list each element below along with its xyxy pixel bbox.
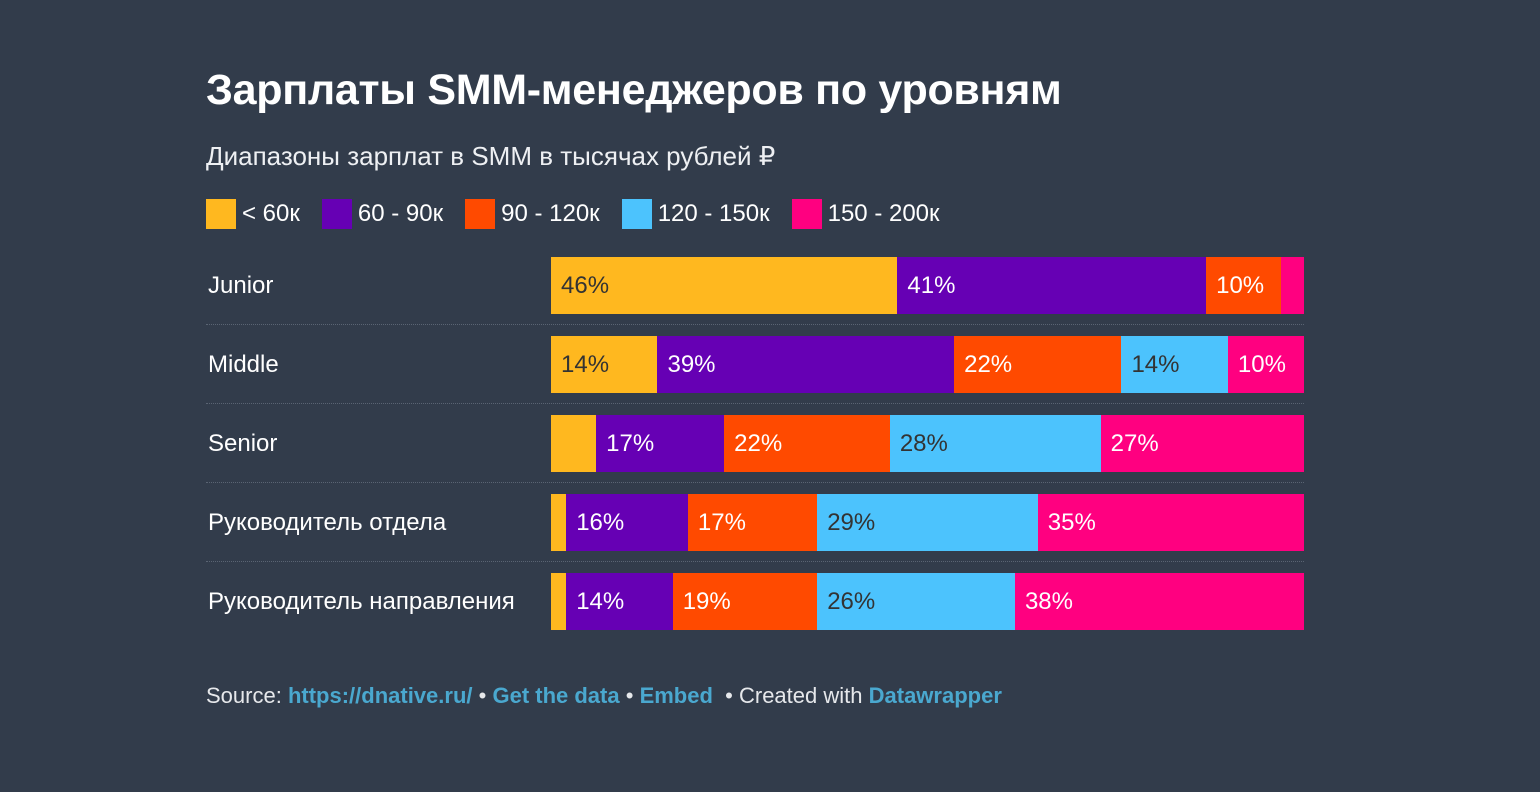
bar-row: Middle 14% 39% 22% 14% 10% bbox=[206, 336, 1304, 393]
bar-segment: 22% bbox=[954, 336, 1122, 393]
bar-segment: 29% bbox=[817, 494, 1038, 551]
bar-segment: 10% bbox=[1227, 336, 1304, 393]
bar-row: Senior 17% 22% 28% 27% bbox=[206, 415, 1304, 472]
legend-item: < 60к bbox=[206, 199, 300, 229]
legend-label: 60 - 90к bbox=[357, 200, 444, 227]
footer: Source: https://dnative.ru/ • Get the da… bbox=[206, 683, 1002, 709]
legend-swatch bbox=[791, 199, 822, 229]
legend-swatch bbox=[465, 199, 496, 229]
bar-segment: 14% bbox=[566, 573, 673, 630]
category-label: Руководитель направления bbox=[208, 588, 515, 615]
datawrapper-link[interactable]: Datawrapper bbox=[868, 683, 1002, 708]
stacked-bar: 14% 39% 22% 14% 10% bbox=[551, 336, 1304, 393]
bullet: • bbox=[725, 683, 733, 708]
bar-segment: 10% bbox=[1206, 257, 1282, 314]
stacked-bar: 17% 22% 28% 27% bbox=[551, 415, 1304, 472]
bar-row: Руководитель направления 14% 19% 26% 38% bbox=[206, 573, 1304, 630]
row-divider bbox=[206, 403, 1304, 404]
bar-segment: 35% bbox=[1037, 494, 1304, 551]
bar-segment: 38% bbox=[1014, 573, 1304, 630]
bar-segment: 39% bbox=[657, 336, 955, 393]
legend-swatch bbox=[321, 199, 352, 229]
bar-row: Junior 46% 41% 10% bbox=[206, 257, 1304, 314]
stacked-bar: 46% 41% 10% bbox=[551, 257, 1304, 314]
bar-segment: 27% bbox=[1100, 415, 1304, 472]
bar-segment: 19% bbox=[672, 573, 818, 630]
row-divider bbox=[206, 324, 1304, 325]
source-label: Source: bbox=[206, 683, 282, 708]
bar-segment: 22% bbox=[724, 415, 890, 472]
bar-segment: 16% bbox=[566, 494, 688, 551]
bar-segment: 14% bbox=[551, 336, 658, 393]
bar-segment bbox=[551, 415, 597, 472]
legend-item: 90 - 120к bbox=[465, 199, 600, 229]
legend-swatch bbox=[206, 199, 236, 229]
chart-title: Зарплаты SMM-менеджеров по уровням bbox=[206, 66, 1062, 114]
bar-segment: 46% bbox=[551, 257, 898, 314]
legend-label: 120 - 150к bbox=[657, 200, 770, 227]
bar-segment: 41% bbox=[897, 257, 1207, 314]
stacked-bar: 14% 19% 26% 38% bbox=[551, 573, 1304, 630]
bar-row: Руководитель отдела 16% 17% 29% 35% bbox=[206, 494, 1304, 551]
bar-segment bbox=[1281, 257, 1304, 314]
category-label: Руководитель отдела bbox=[208, 509, 447, 536]
bar-segment: 28% bbox=[889, 415, 1101, 472]
legend-item: 60 - 90к bbox=[321, 199, 444, 229]
legend-label: 150 - 200к bbox=[827, 200, 940, 227]
bar-segment: 17% bbox=[596, 415, 725, 472]
chart-subtitle: Диапазоны зарплат в SMM в тысячах рублей… bbox=[206, 141, 776, 171]
bar-segment bbox=[551, 573, 567, 630]
row-divider bbox=[206, 561, 1304, 562]
bullet: • bbox=[625, 683, 634, 708]
source-link[interactable]: https://dnative.ru/ bbox=[287, 683, 473, 708]
bar-segment bbox=[551, 494, 567, 551]
embed-link[interactable]: Embed bbox=[639, 683, 713, 708]
created-with: Created with bbox=[738, 683, 863, 708]
legend-label: < 60к bbox=[242, 200, 300, 227]
legend-swatch bbox=[621, 199, 652, 229]
stacked-bar: 16% 17% 29% 35% bbox=[551, 494, 1304, 551]
bar-segment: 17% bbox=[687, 494, 818, 551]
legend-item: 150 - 200к bbox=[791, 199, 940, 229]
bar-segment: 26% bbox=[817, 573, 1015, 630]
legend: < 60к 60 - 90к 90 - 120к 120 - 150к 150 - 20… bbox=[206, 199, 962, 229]
category-label: Junior bbox=[208, 272, 274, 299]
legend-label: 90 - 120к bbox=[501, 200, 600, 227]
bar-segment: 14% bbox=[1121, 336, 1228, 393]
row-divider bbox=[206, 482, 1304, 483]
bullet: • bbox=[478, 683, 487, 708]
category-label: Middle bbox=[208, 351, 279, 378]
category-label: Senior bbox=[208, 430, 278, 457]
legend-item: 120 - 150к bbox=[621, 199, 770, 229]
get-data-link[interactable]: Get the data bbox=[492, 683, 620, 708]
